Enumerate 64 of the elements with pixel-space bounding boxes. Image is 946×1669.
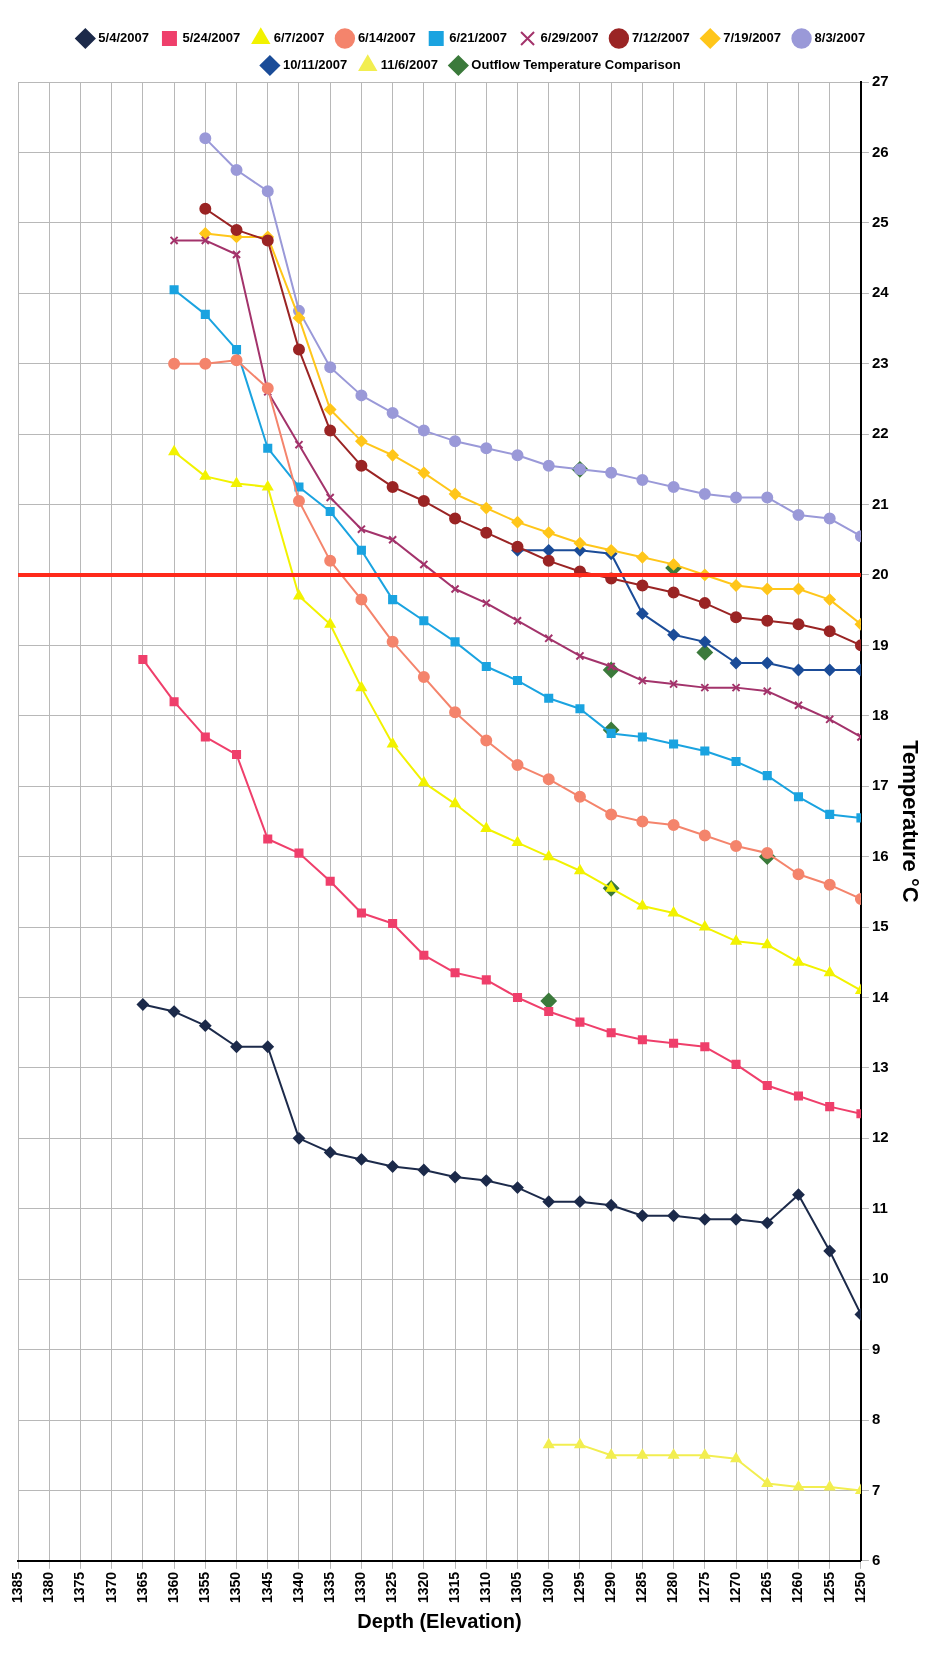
x-tick-label: 1345 [258,1571,275,1604]
x-tick-label: 1370 [102,1571,119,1604]
y-tick-label: 18 [871,705,889,723]
y-tick-label: 8 [871,1410,881,1428]
x-tick-label: 1290 [602,1571,619,1604]
legend-label: 6/7/2007 [273,30,325,46]
legend-label: Outflow Temperature Comparison [471,57,681,73]
legend-label: 6/29/2007 [540,30,599,46]
y-tick-label: 14 [871,987,890,1005]
y-tick-label: 21 [871,494,889,512]
x-tick-label: 1260 [789,1571,806,1604]
y-tick-label: 22 [871,424,889,442]
x-tick-label: 1380 [40,1571,57,1604]
y-tick-label: 16 [871,846,889,864]
x-tick-label: 1325 [383,1571,400,1604]
x-tick-label: 1360 [164,1571,181,1604]
y-tick-label: 25 [871,212,889,230]
legend-label: 11/6/2007 [380,57,438,73]
y-tick-label: 24 [871,283,890,301]
y-tick-label: 17 [871,776,889,794]
x-tick-label: 1305 [508,1571,525,1604]
x-tick-label: 1315 [445,1571,462,1604]
y-tick-label: 9 [871,1339,881,1357]
y-tick-label: 26 [871,142,889,160]
x-tick-label: 1250 [851,1571,868,1604]
y-tick-label: 11 [871,1198,888,1216]
y-tick-label: 6 [871,1551,881,1568]
x-tick-label: 1265 [758,1571,775,1604]
y-tick-label: 19 [871,635,889,653]
x-tick-label: 1320 [414,1571,431,1604]
x-tick-label: 1280 [664,1571,681,1604]
y-tick-label: 7 [871,1480,881,1498]
legend-label: 6/21/2007 [449,30,508,46]
y-tick-label: 10 [871,1269,889,1287]
x-tick-label: 1275 [695,1571,712,1604]
x-tick-label: 1355 [196,1571,213,1604]
y-tick-label: 20 [871,565,889,583]
x-tick-label: 1300 [539,1571,556,1604]
x-tick-label: 1295 [570,1571,587,1604]
x-tick-label: 1375 [71,1571,88,1604]
x-tick-label: 1350 [227,1571,244,1604]
y-axis-title: Temperature °C [897,740,923,903]
x-tick-label: 1330 [352,1571,369,1604]
x-tick-label: 1310 [477,1571,494,1604]
x-tick-label: 1340 [289,1571,306,1604]
legend-label: 8/3/2007 [814,30,866,46]
x-tick-label: 1285 [633,1571,650,1604]
y-tick-label: 13 [871,1058,889,1076]
legend-label: 5/24/2007 [182,30,241,46]
x-tick-label: 1385 [8,1571,25,1604]
legend-label: 10/11/2007 [282,57,348,73]
legend-label: 6/14/2007 [357,30,416,46]
y-tick-label: 23 [871,353,889,371]
legend-label: 5/4/2007 [98,30,149,46]
x-axis-title: Depth (Elevation) [357,1609,522,1632]
x-tick-label: 1255 [820,1571,837,1604]
y-tick-label: 12 [871,1128,889,1146]
x-tick-label: 1335 [321,1571,338,1604]
legend-label: 7/19/2007 [723,30,782,46]
legend-label: 7/12/2007 [631,30,690,46]
x-tick-label: 1365 [133,1571,150,1604]
x-tick-label: 1270 [726,1571,743,1604]
y-tick-label: 15 [871,917,889,935]
y-tick-label: 27 [871,72,889,90]
